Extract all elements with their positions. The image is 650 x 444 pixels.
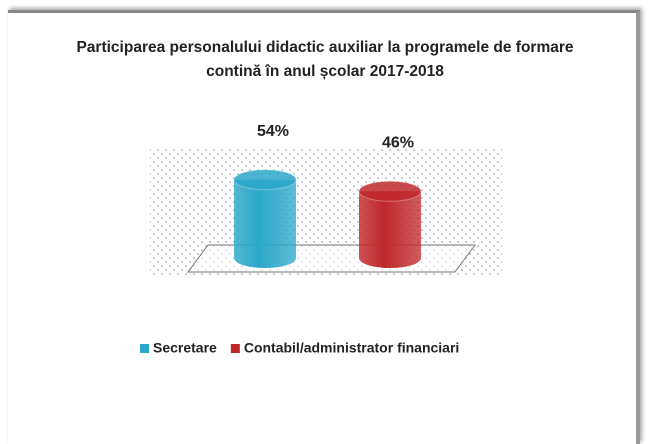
legend-label: Secretare — [153, 340, 217, 356]
legend-label: Contabil/administrator financiari — [244, 340, 459, 356]
data-label: 46% — [382, 135, 414, 152]
bar — [234, 179, 296, 268]
floor — [187, 244, 476, 273]
legend-swatch — [230, 344, 240, 353]
bar-top — [358, 180, 422, 202]
legend-swatch — [140, 344, 149, 353]
bar — [359, 191, 421, 268]
data-label: 54% — [257, 123, 289, 140]
bar-top — [233, 169, 297, 191]
chart-title: Participarea personalului didactic auxil… — [76, 39, 574, 80]
